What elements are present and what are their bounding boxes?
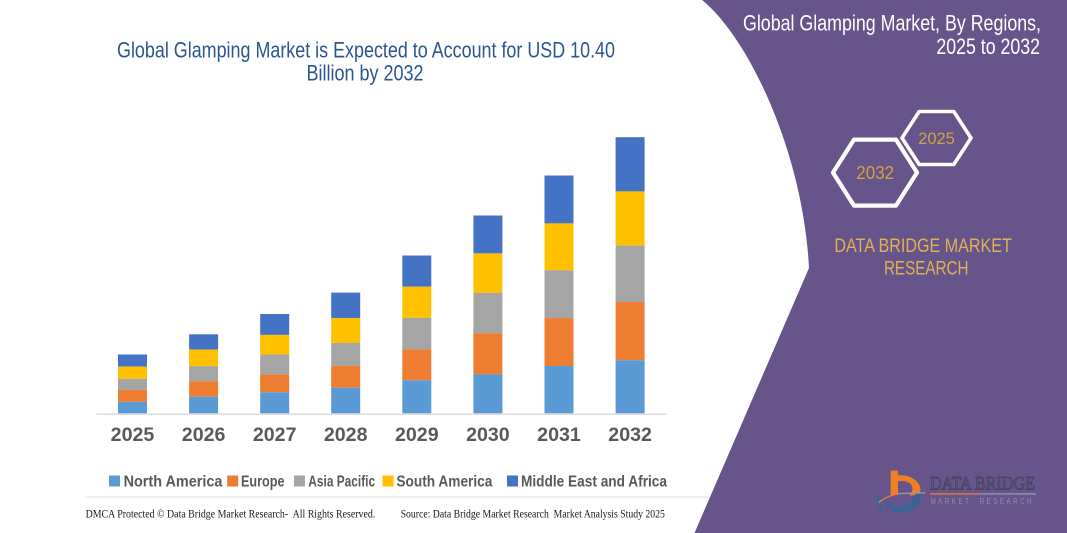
svg-text:2031: 2031 <box>537 425 581 446</box>
svg-text:Europe: Europe <box>241 474 285 491</box>
svg-text:2028: 2028 <box>324 425 368 446</box>
svg-text:DATA BRIDGE: DATA BRIDGE <box>930 474 1035 495</box>
svg-text:2030: 2030 <box>466 425 510 446</box>
svg-text:2025: 2025 <box>111 425 155 446</box>
svg-text:North America: North America <box>124 474 223 491</box>
svg-text:2029: 2029 <box>395 425 439 446</box>
svg-text:Asia Pacific: Asia Pacific <box>308 474 375 491</box>
svg-text:2032: 2032 <box>856 162 894 183</box>
svg-text:MARKET RESEARCH: MARKET RESEARCH <box>931 497 1035 506</box>
svg-text:DMCA Protected © Data Bridge M: DMCA Protected © Data Bridge Market Rese… <box>86 509 376 521</box>
svg-text:Source: Data Bridge Market Res: Source: Data Bridge Market Research Mark… <box>401 509 666 521</box>
svg-text:2027: 2027 <box>253 425 297 446</box>
svg-text:Middle East and Africa: Middle East and Africa <box>521 474 667 491</box>
svg-text:Global Glamping Market is Expe: Global Glamping Market is Expected to Ac… <box>117 38 615 63</box>
svg-text:2032: 2032 <box>608 425 652 446</box>
svg-text:RESEARCH: RESEARCH <box>884 259 969 280</box>
svg-text:2026: 2026 <box>182 425 226 446</box>
svg-text:2025 to 2032: 2025 to 2032 <box>936 34 1040 59</box>
svg-text:2025: 2025 <box>918 129 955 148</box>
svg-text:Billion by 2032: Billion by 2032 <box>307 61 424 86</box>
svg-text:DATA BRIDGE MARKET: DATA BRIDGE MARKET <box>834 236 1012 257</box>
svg-text:Global Glamping Market, By Reg: Global Glamping Market, By Regions, <box>743 11 1041 36</box>
svg-text:South America: South America <box>396 474 492 491</box>
